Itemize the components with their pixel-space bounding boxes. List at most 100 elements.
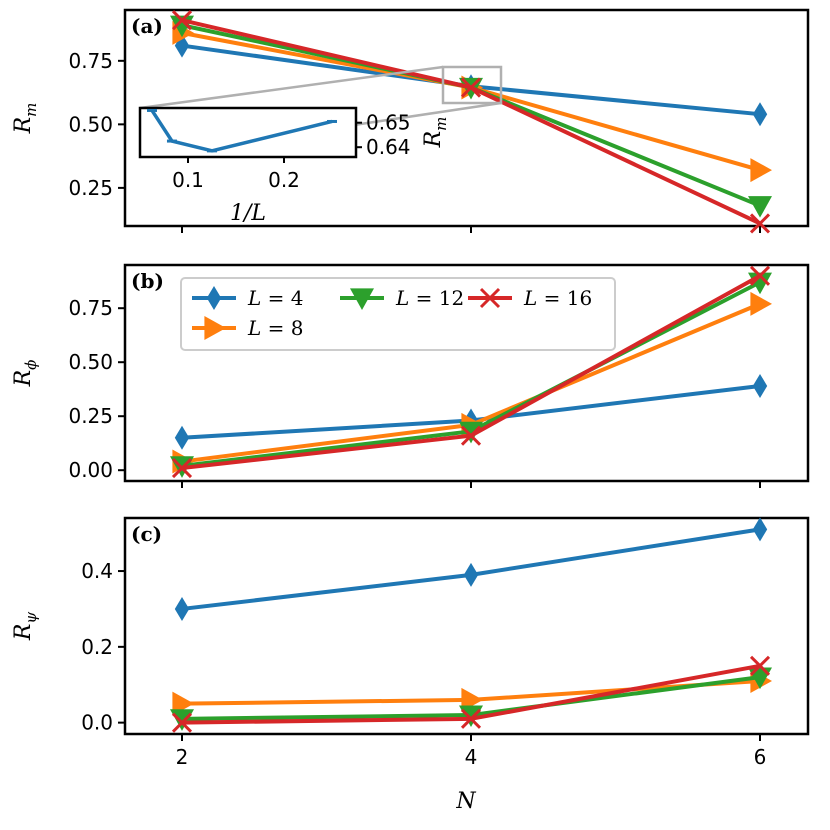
xtick-label-2: 6 bbox=[754, 745, 767, 769]
panel-2-ylabel: Rψ bbox=[11, 612, 40, 642]
panel-0-ytick-label-0: 0.25 bbox=[68, 176, 113, 200]
panel-0-frame bbox=[123, 8, 810, 228]
legend-entry-2-marker-shape bbox=[350, 288, 374, 310]
inset-frame bbox=[138, 106, 358, 159]
legend-entry-0-marker bbox=[206, 286, 222, 310]
panel-0-series-3-point-2-stroke-b bbox=[749, 213, 771, 234]
panel-1-series-3-point-1 bbox=[460, 425, 482, 446]
panel-1-series-3-point-1-stroke-b bbox=[460, 425, 482, 446]
panel-2-ylabel-sub: ψ bbox=[22, 612, 40, 624]
inset-ylabel: Rm bbox=[421, 117, 450, 149]
panel-2-series-3-point-2 bbox=[749, 655, 771, 676]
x-axis-label: N bbox=[455, 789, 476, 814]
panel-2-series-0-point-1-shape bbox=[463, 562, 479, 587]
legend-entry-1-marker bbox=[204, 316, 226, 340]
panel-1-ytick-label-1: 0.25 bbox=[68, 404, 113, 428]
panel-0-ylabel-base: R bbox=[11, 117, 36, 135]
inset-ylabel-base: R bbox=[421, 131, 446, 149]
panel-1-label: (b) bbox=[131, 269, 164, 293]
panel-2-series-0-point-2-shape bbox=[752, 517, 768, 542]
inset-connector-upper bbox=[139, 65, 444, 110]
legend-entry-2-eq: = bbox=[409, 286, 438, 310]
panel-1-series-3-point-2 bbox=[749, 265, 771, 286]
panel-1-series-0-point-2-shape bbox=[752, 373, 768, 398]
legend-entry-0-val: 4 bbox=[291, 286, 304, 310]
inset-ylabel-sub: m bbox=[432, 117, 450, 131]
legend-entry-1-label: L = 8 bbox=[247, 316, 304, 340]
panel-0-series-3-point-0 bbox=[171, 10, 193, 31]
panel-0-series-0-point-2 bbox=[752, 102, 768, 127]
legend-entry-1-marker-shape bbox=[204, 316, 226, 340]
panel-2-series-3-point-0-stroke-b bbox=[171, 712, 193, 733]
xtick-label-0: 2 bbox=[176, 745, 189, 769]
legend-entry-3-marker-stroke-b bbox=[479, 287, 501, 309]
legend-entry-2-var: L bbox=[395, 286, 409, 310]
panel-0-series-2-point-2-shape bbox=[748, 196, 772, 218]
panel-1-series-2-point-1-shape bbox=[459, 421, 483, 444]
legend-entry-2-marker bbox=[350, 288, 374, 310]
inset-series-line bbox=[150, 109, 333, 153]
panel-1-series-3-point-0 bbox=[171, 457, 193, 479]
panel-2-series-0-point-2 bbox=[752, 517, 768, 542]
panel-0-series-3-point-1-stroke-b bbox=[460, 77, 482, 98]
panel-0-ytick-label-2: 0.75 bbox=[68, 49, 113, 73]
panel-2-ytick-label-2: 0.4 bbox=[81, 559, 113, 583]
panel-2-frame bbox=[123, 516, 810, 736]
legend-entry-2-val: 12 bbox=[439, 286, 464, 310]
panel-1-series-0-point-0 bbox=[174, 425, 190, 450]
legend-entry-3-label: L = 16 bbox=[523, 286, 592, 310]
panel-0-ylabel-sub: m bbox=[22, 103, 40, 117]
inset-ytick-label-0: 0.64 bbox=[366, 135, 411, 159]
panel-2-ytick-label-1: 0.2 bbox=[81, 635, 113, 659]
panel-1-series-0-point-2 bbox=[752, 373, 768, 398]
legend-entry-1-eq: = bbox=[261, 316, 290, 340]
panel-2-series-0-point-1 bbox=[463, 562, 479, 587]
panel-1-series-1-point-2-shape bbox=[750, 291, 772, 316]
panel-1-ylabel: Rϕ bbox=[11, 360, 40, 388]
panel-0-series-3-point-2 bbox=[749, 213, 771, 234]
panel-1-ytick-label-0: 0.00 bbox=[68, 458, 113, 482]
panel-0-series-3-point-1 bbox=[460, 77, 482, 98]
panel-1-ylabel-sub: ϕ bbox=[22, 360, 40, 370]
panel-0-label: (a) bbox=[131, 14, 163, 38]
panel-0-ytick-label-1: 0.50 bbox=[68, 112, 113, 136]
legend: L = 4L = 8L = 12 L = 16 bbox=[180, 277, 616, 351]
panel-0-series-2-point-2 bbox=[748, 196, 772, 218]
inset-xlabel: 1/L bbox=[230, 201, 266, 226]
legend-entry-0-var: L bbox=[247, 286, 261, 310]
panel-0-series-0-point-2-shape bbox=[752, 102, 768, 127]
xtick-label-1: 4 bbox=[465, 745, 478, 769]
inset-xtick-label-0: 0.1 bbox=[172, 168, 204, 192]
inset-zoom-box bbox=[441, 65, 503, 105]
panel-0-series-3-point-0-stroke-b bbox=[171, 10, 193, 31]
panel-2-label: (c) bbox=[131, 522, 162, 546]
panel-2-series-0-point-0 bbox=[174, 596, 190, 621]
legend-entry-0-eq: = bbox=[261, 286, 290, 310]
legend-entry-3-marker bbox=[479, 287, 501, 309]
legend-entry-1-var: L bbox=[247, 316, 261, 340]
legend-entry-1-val: 8 bbox=[291, 316, 304, 340]
panel-2-series-3-point-0 bbox=[171, 712, 193, 733]
legend-entry-3-var: L bbox=[523, 286, 537, 310]
panel-0-series-0-point-0-shape bbox=[174, 33, 190, 58]
panel-2-ytick-label-0: 0.0 bbox=[81, 711, 113, 735]
inset-xtick-label-1: 0.2 bbox=[268, 168, 300, 192]
legend-entry-3-val: 16 bbox=[567, 286, 592, 310]
panel-1-ylabel-base: R bbox=[11, 370, 36, 388]
panel-2-series-0-point-0-shape bbox=[174, 596, 190, 621]
panel-2-ylabel-base: R bbox=[11, 624, 36, 642]
legend-entry-2-label: L = 12 bbox=[395, 286, 464, 310]
panel-1-frame bbox=[123, 263, 810, 483]
panel-2-series-3-point-1-stroke-b bbox=[460, 708, 482, 729]
panel-0-series-1-point-2-shape bbox=[750, 158, 772, 183]
legend-entry-3-eq: = bbox=[537, 286, 566, 310]
legend-entry-0-marker-shape bbox=[206, 286, 222, 310]
panel-1-series-0-point-0-shape bbox=[174, 425, 190, 450]
panel-1-ytick-label-2: 0.50 bbox=[68, 350, 113, 374]
panel-1-series-3-point-0-stroke-b bbox=[171, 457, 193, 479]
panel-0-series-1-point-2 bbox=[750, 158, 772, 183]
panel-2-series-3-point-1 bbox=[460, 708, 482, 729]
panel-1-ytick-label-3: 0.75 bbox=[68, 296, 113, 320]
panel-0-series-0-point-0 bbox=[174, 33, 190, 58]
